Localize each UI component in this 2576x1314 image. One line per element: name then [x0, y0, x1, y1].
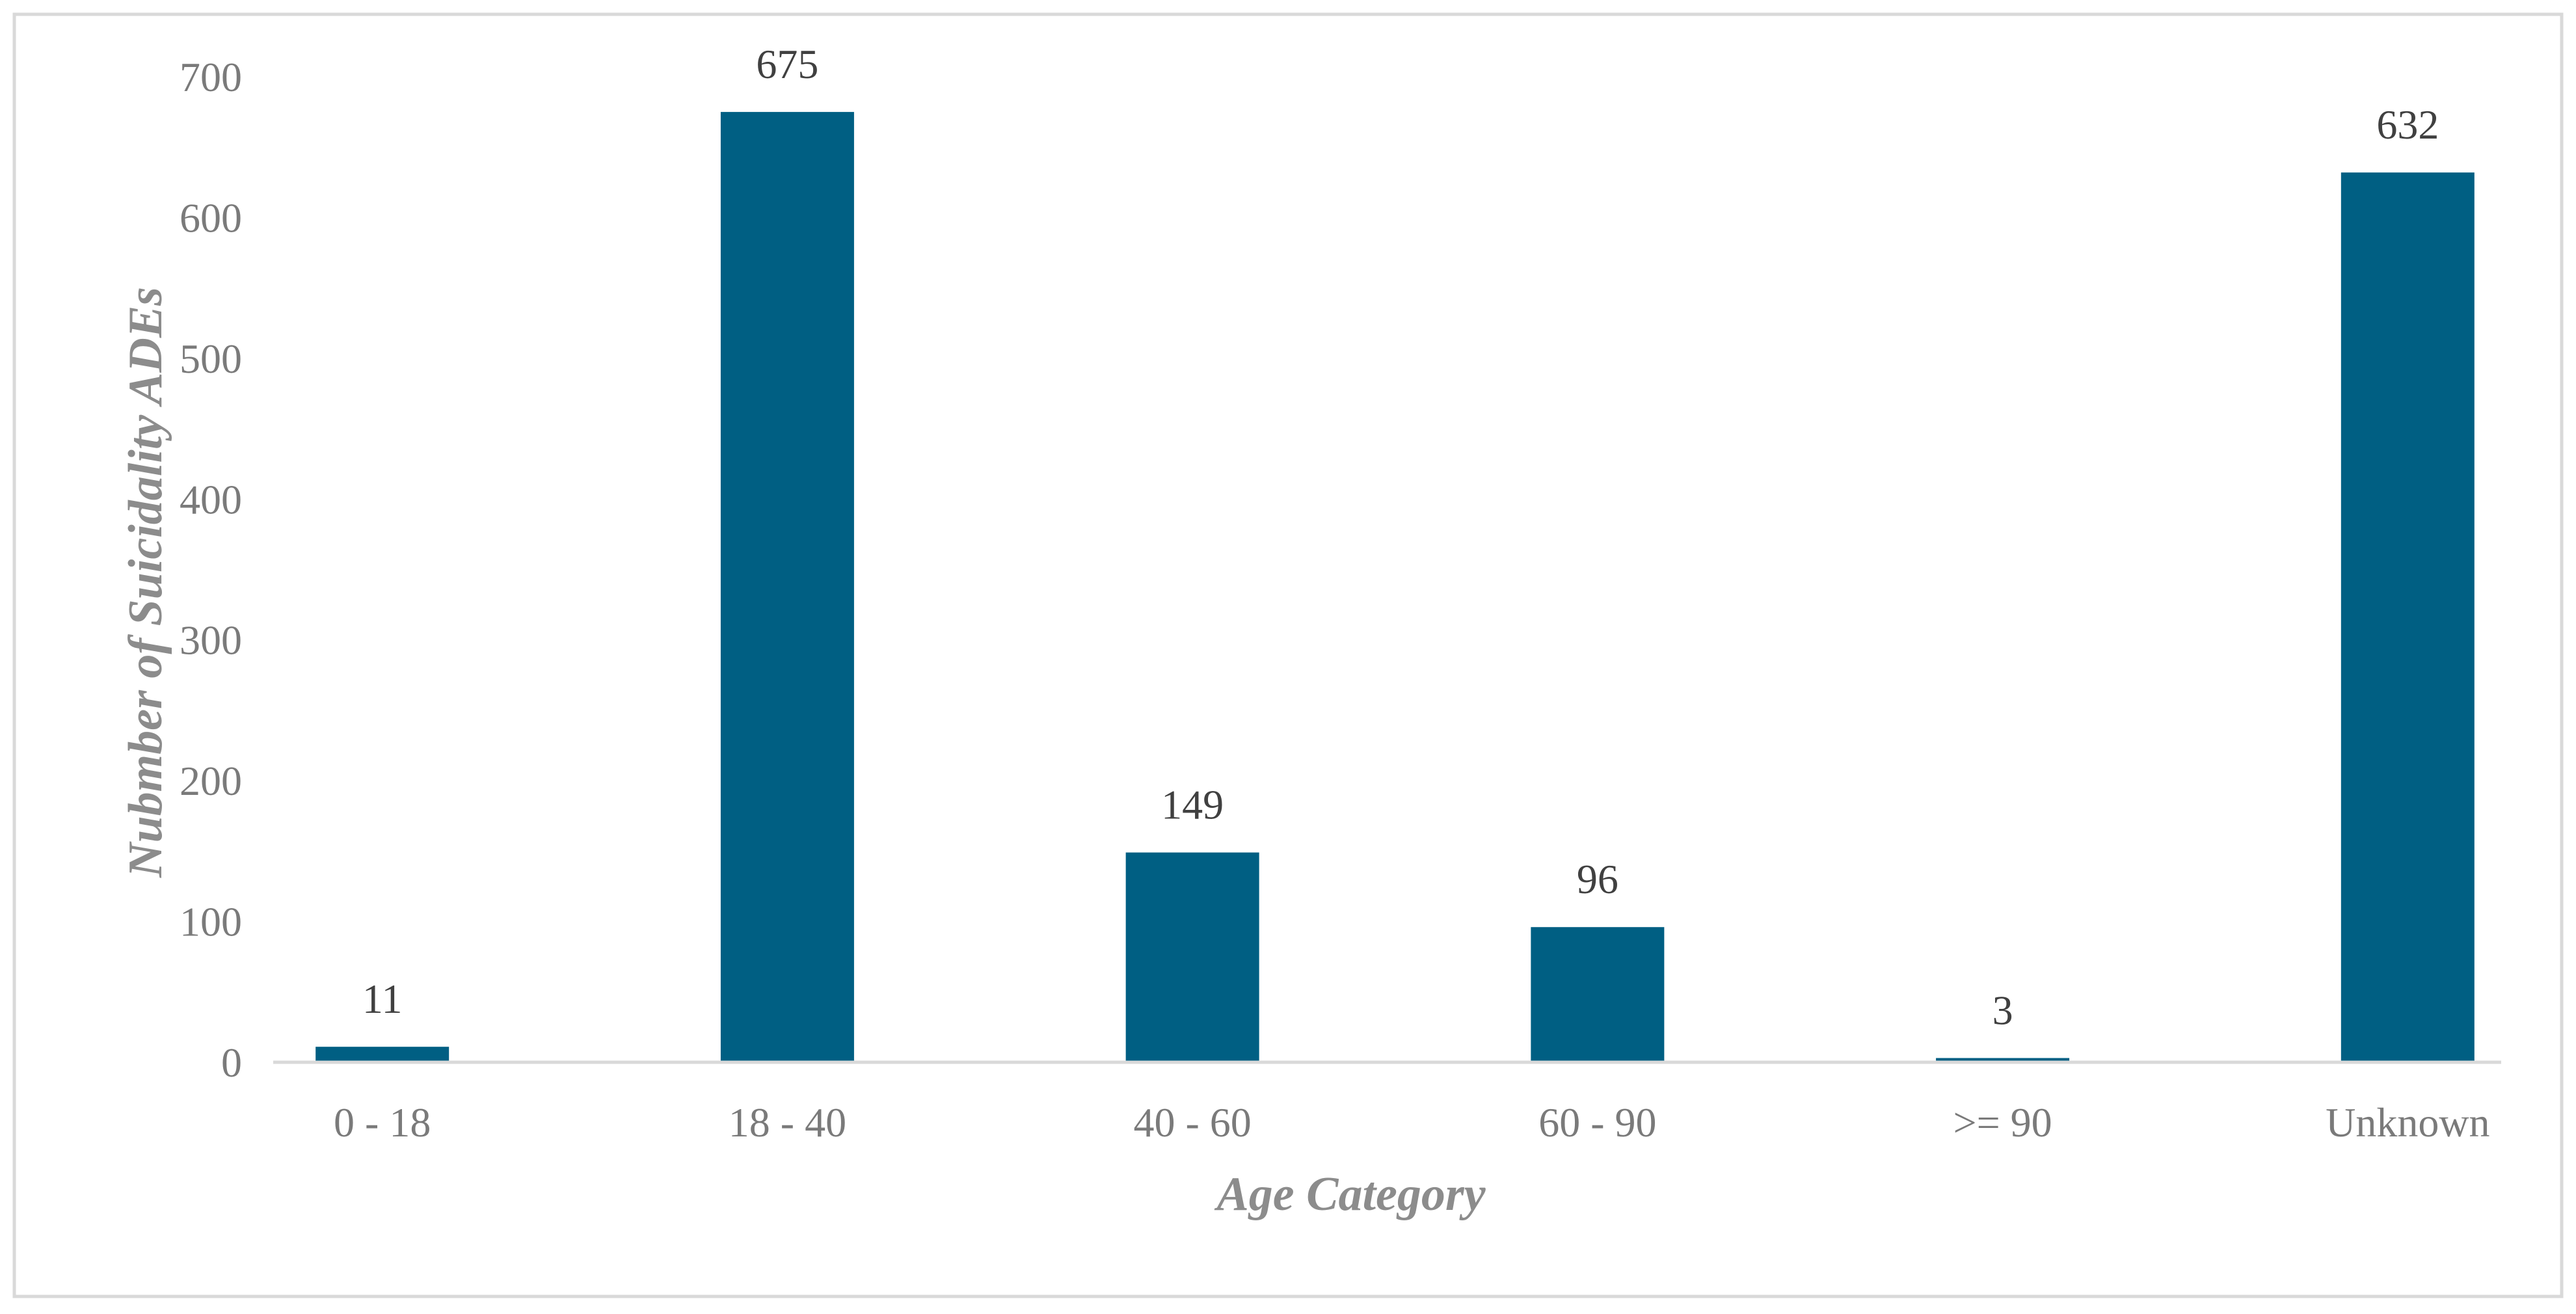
- x-tick-label-5: Unknown: [2326, 1099, 2489, 1146]
- data-label-3: 96: [1577, 856, 1618, 902]
- y-tick-label-4: 400: [180, 476, 242, 522]
- x-tick-label-4: >= 90: [1953, 1099, 2052, 1146]
- x-tick-label-0: 0 - 18: [334, 1099, 431, 1146]
- data-label-1: 675: [756, 41, 818, 87]
- bar-3: [1531, 927, 1665, 1062]
- data-label-5: 632: [2376, 101, 2439, 148]
- y-tick-label-3: 300: [180, 617, 242, 664]
- y-tick-label-0: 0: [221, 1039, 242, 1086]
- bar-0: [315, 1047, 449, 1062]
- x-tick-label-1: 18 - 40: [729, 1099, 846, 1146]
- x-axis-tick-labels: 0 - 18 18 - 40 40 - 60 60 - 90 >= 90 Unknown: [334, 1099, 2490, 1146]
- bar-5: [2341, 172, 2475, 1063]
- y-tick-label-5: 500: [180, 336, 242, 382]
- y-tick-label-1: 100: [180, 899, 242, 945]
- y-axis-title: Nubmber of Suicidality ADEs: [119, 287, 172, 878]
- x-tick-label-3: 60 - 90: [1538, 1099, 1656, 1146]
- bar-1: [720, 112, 854, 1062]
- data-labels: 11 675 149 96 3 632: [362, 41, 2439, 1033]
- bar-4: [1936, 1058, 2070, 1062]
- data-label-2: 149: [1161, 782, 1224, 828]
- y-tick-label-6: 600: [180, 194, 242, 241]
- data-label-4: 3: [1992, 987, 2013, 1034]
- x-tick-label-2: 40 - 60: [1133, 1099, 1251, 1146]
- bar-2: [1125, 852, 1259, 1062]
- x-axis-title: Age Category: [1214, 1168, 1486, 1221]
- y-tick-label-2: 200: [180, 758, 242, 804]
- data-label-0: 11: [362, 976, 403, 1022]
- chart-border: [12, 12, 2564, 1298]
- bar-series: [315, 112, 2475, 1063]
- y-tick-label-7: 700: [180, 54, 242, 100]
- y-axis-tick-labels: 0 100 200 300 400 500 600 700: [180, 54, 242, 1086]
